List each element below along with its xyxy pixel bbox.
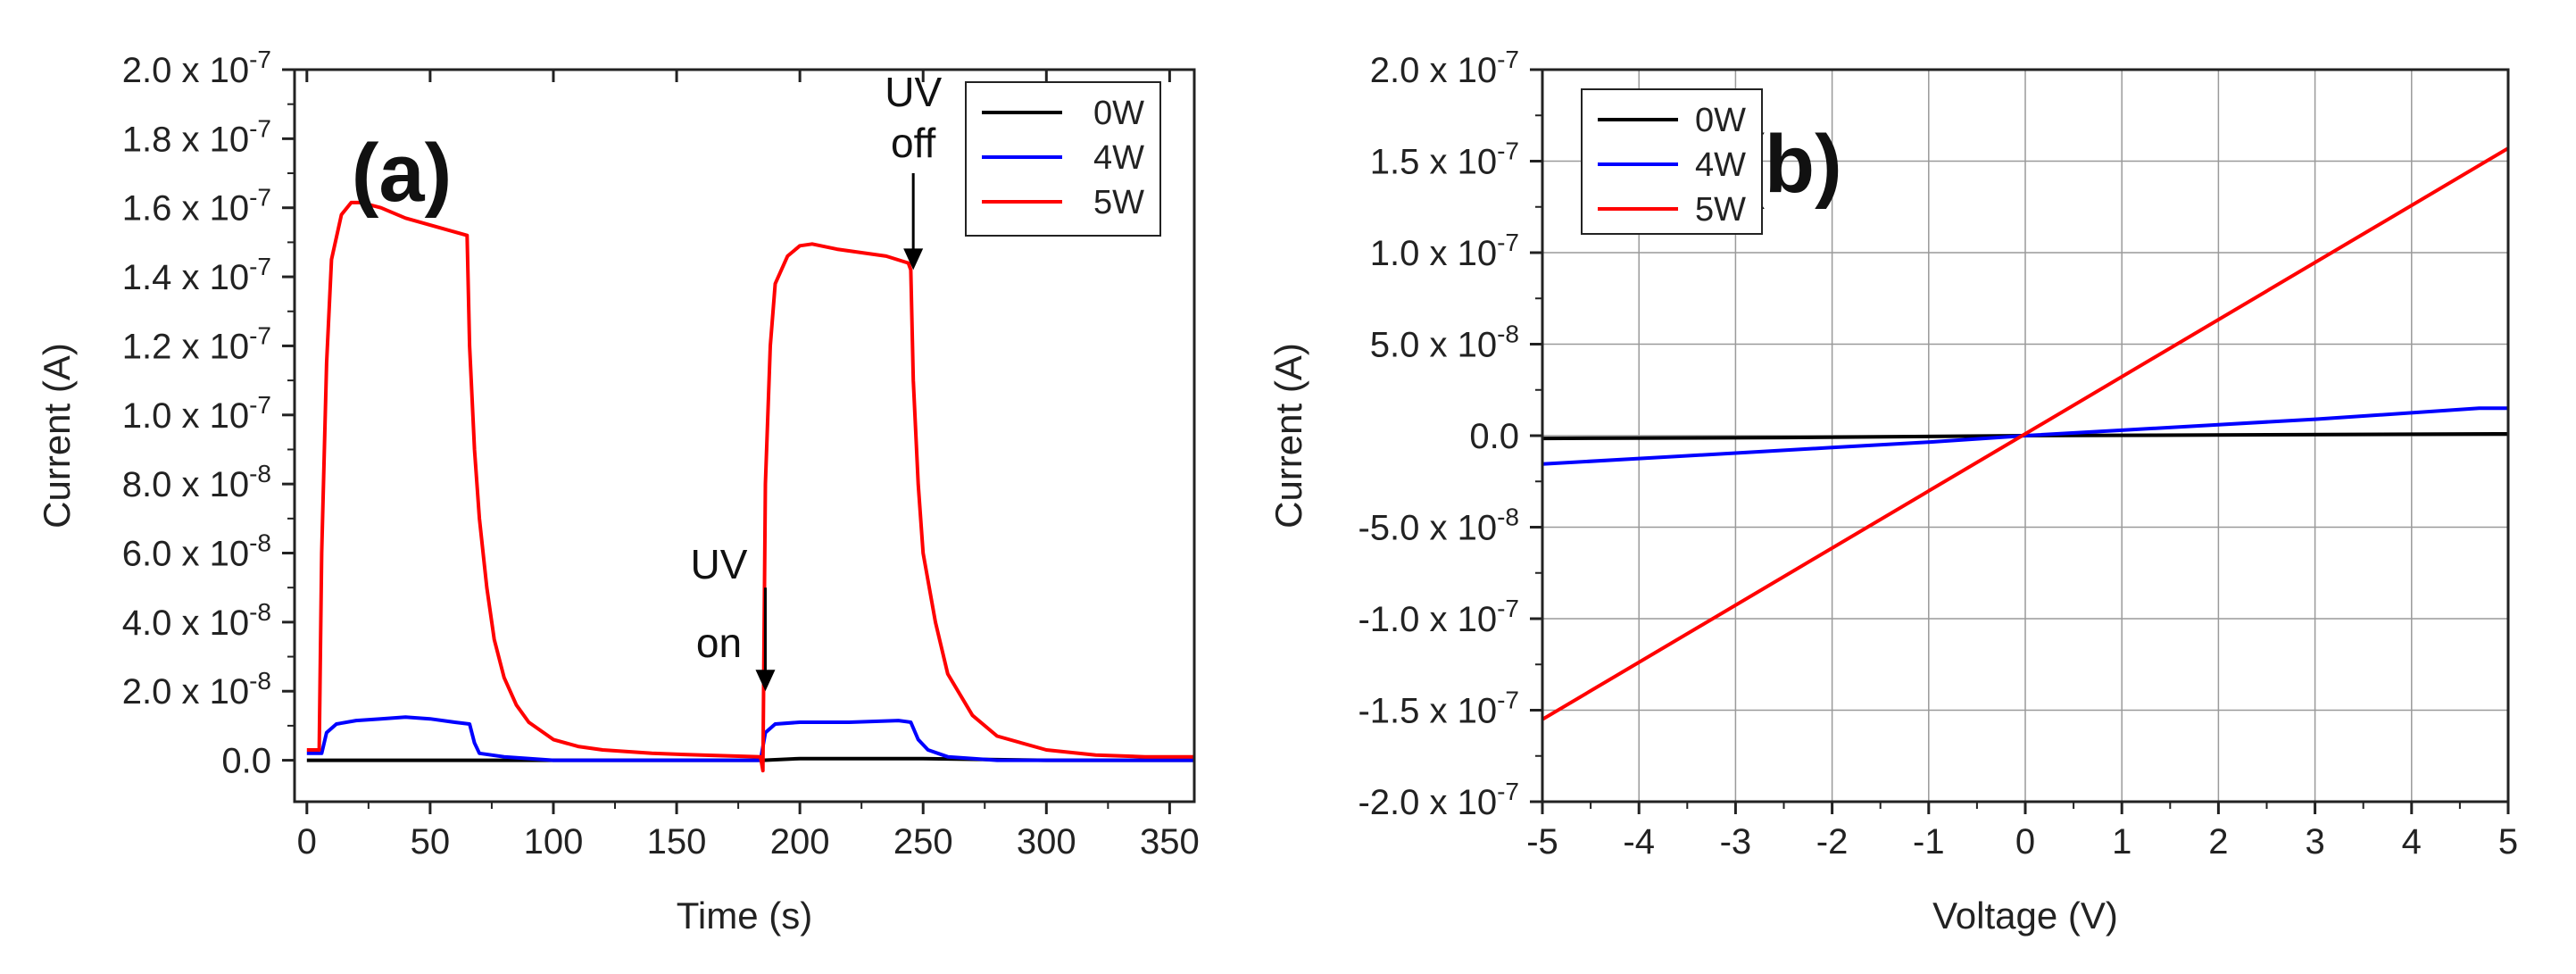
y-tick-label: 1.8 x 10-7 (122, 114, 271, 159)
legend: 0W 4W 5W (1581, 88, 1763, 235)
x-tick-label: 300 (1017, 822, 1076, 862)
y-tick-label: 8.0 x 10-8 (122, 460, 271, 504)
y-tick-label: 5.0 x 10-8 (1370, 321, 1519, 365)
annotation-text-line2: on (696, 620, 742, 666)
x-tick-label: 250 (893, 822, 953, 862)
y-tick-label: 0.0 (1469, 417, 1519, 456)
y-tick-label: 1.6 x 10-7 (122, 184, 271, 229)
legend-label-0W: 0W (1695, 102, 1746, 139)
x-tick-label: 5 (2498, 822, 2518, 862)
y-tick-label: 1.0 x 10-7 (122, 391, 271, 436)
x-tick-label: -5 (1526, 822, 1558, 862)
legend-label-4W: 4W (1093, 139, 1144, 177)
x-tick-label: 3 (2305, 822, 2324, 862)
y-axis-title: Current (A) (36, 343, 78, 529)
annotation-text-line1: UV (885, 69, 942, 115)
y-tick-label: -5.0 x 10-8 (1358, 504, 1519, 548)
x-axis-title: Time (s) (677, 895, 812, 937)
y-tick-label: 1.0 x 10-7 (1370, 229, 1519, 273)
annotation-arrowhead (755, 670, 776, 692)
x-tick-label: 1 (2112, 822, 2131, 862)
y-tick-label: -1.5 x 10-7 (1358, 687, 1519, 731)
x-tick-label: 0 (2015, 822, 2035, 862)
y-tick-label: 2.0 x 10-7 (1370, 46, 1519, 90)
chart-panel-a: 0 50 100 150 200 250 300 350 0.0 2.0 x 10-8 4.0 x … (36, 46, 1200, 937)
y-tick-label: -1.0 x 10-7 (1358, 595, 1519, 639)
annotation-text-line1: UV (691, 541, 748, 587)
legend-label-4W: 4W (1695, 146, 1746, 184)
legend-label-5W: 5W (1695, 191, 1746, 229)
x-tick-label: -4 (1623, 822, 1655, 862)
x-axis-title: Voltage (V) (1932, 895, 2118, 937)
series-line-4W (1542, 406, 2508, 466)
legend-label-5W: 5W (1093, 184, 1144, 221)
x-tick-label: -2 (1816, 822, 1849, 862)
series-line-5W (1542, 146, 2508, 721)
y-tick-label: 1.2 x 10-7 (122, 321, 271, 366)
y-tick-label: -2.0 x 10-7 (1358, 778, 1519, 822)
chart-panel-b: -5 -4 -3 -2 -1 0 1 2 3 4 5 -2.0 x 10-7 -1.5 x 10-7 -1… (1267, 46, 2518, 937)
x-tick-label: 100 (524, 822, 584, 862)
x-tick-label: 150 (647, 822, 707, 862)
y-tick-label: 4.0 x 10-8 (122, 598, 271, 643)
y-axis-title: Current (A) (1267, 343, 1309, 529)
x-tick-label: 2 (2208, 822, 2228, 862)
annotation-uv-on: UV on (691, 541, 776, 692)
x-tick-label: -3 (1720, 822, 1752, 862)
y-tick-label: 1.4 x 10-7 (122, 253, 271, 297)
y-tick-label: 2.0 x 10-8 (122, 667, 271, 712)
annotation-arrowhead (903, 248, 924, 271)
x-tick-label: 350 (1140, 822, 1200, 862)
legend-label-0W: 0W (1093, 95, 1144, 132)
y-tick-label: 0.0 (221, 742, 271, 781)
y-tick-label: 1.5 x 10-7 (1370, 137, 1519, 182)
x-tick-label: 4 (2402, 822, 2422, 862)
x-tick-label: -1 (1913, 822, 1945, 862)
panel-label: (a) (352, 128, 452, 219)
legend: 0W 4W 5W (965, 81, 1161, 237)
annotation-uv-off: UV off (885, 69, 942, 271)
series-line-5W (306, 200, 1194, 773)
x-tick-label: 200 (770, 822, 830, 862)
x-tick-label: 50 (411, 822, 451, 862)
y-tick-label: 6.0 x 10-8 (122, 529, 271, 574)
series-line-4W (306, 715, 1194, 762)
y-tick-label: 2.0 x 10-7 (122, 46, 271, 90)
x-tick-label: 0 (297, 822, 317, 862)
annotation-text-line2: off (891, 120, 936, 166)
plot-frame (293, 68, 1196, 803)
